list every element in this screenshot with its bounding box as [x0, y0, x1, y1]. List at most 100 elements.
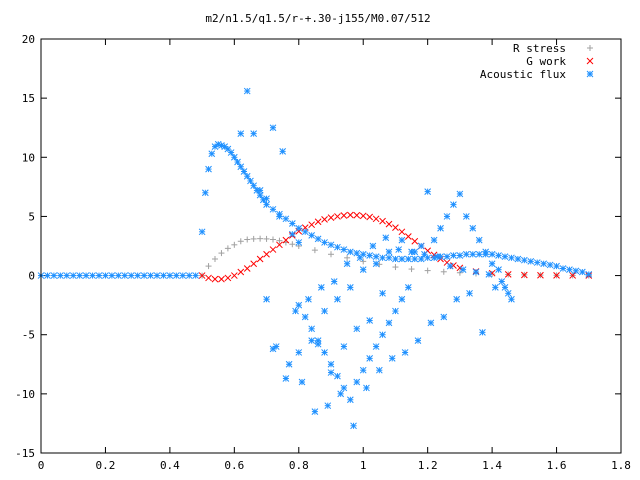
- data-point: [179, 272, 187, 279]
- data-point: [321, 239, 328, 246]
- data-point: [398, 295, 406, 303]
- data-point: [379, 289, 386, 297]
- data-point: [334, 372, 341, 380]
- data-point: [527, 258, 535, 265]
- data-point: [411, 237, 419, 245]
- data-point: [250, 130, 258, 137]
- data-point: [408, 266, 415, 273]
- data-point: [398, 228, 406, 236]
- data-point: [237, 268, 245, 276]
- data-point: [340, 246, 348, 253]
- y-tick-label: 15: [22, 92, 35, 105]
- data-point: [366, 252, 374, 259]
- data-point: [328, 251, 334, 258]
- data-point: [263, 250, 270, 258]
- data-point: [372, 260, 380, 268]
- x-tick-label: 1.2: [418, 459, 438, 472]
- data-point: [327, 241, 335, 249]
- x-tick-label: 1.6: [547, 459, 567, 472]
- data-point: [321, 216, 328, 223]
- data-point: [282, 215, 290, 223]
- y-tick-label: -5: [22, 329, 35, 342]
- data-point: [495, 252, 502, 259]
- data-point: [334, 213, 341, 220]
- data-point: [359, 212, 367, 220]
- data-point: [585, 271, 593, 278]
- data-point: [385, 319, 393, 327]
- data-point: [372, 343, 380, 350]
- data-point: [340, 343, 348, 350]
- data-point: [504, 289, 512, 297]
- data-point: [385, 220, 393, 228]
- data-point: [211, 275, 219, 283]
- data-point: [140, 272, 148, 279]
- data-point: [443, 213, 451, 220]
- data-point: [334, 243, 341, 251]
- data-point: [295, 301, 303, 309]
- data-point: [305, 295, 312, 303]
- data-point: [301, 313, 309, 321]
- data-point: [340, 212, 348, 219]
- data-point: [292, 307, 299, 315]
- data-point: [462, 250, 470, 258]
- data-point: [366, 213, 374, 221]
- data-point: [324, 402, 332, 410]
- data-point: [404, 284, 412, 291]
- data-point: [269, 124, 277, 132]
- data-point: [343, 260, 351, 268]
- data-point: [166, 272, 174, 279]
- legend-label: G work: [526, 55, 566, 68]
- data-point: [44, 272, 51, 279]
- data-point: [504, 271, 512, 278]
- data-point: [404, 255, 412, 263]
- data-point: [359, 366, 367, 374]
- x-tick-label: 0.8: [289, 459, 309, 472]
- axes: 0 0.2 0.4 0.6 0.8 1 1.2 1.4 1.6 1.8 -15 -10 -5 0 5 10 15…: [15, 33, 631, 472]
- data-point: [491, 284, 499, 291]
- data-point: [263, 201, 270, 208]
- data-point: [288, 230, 296, 238]
- data-point: [488, 260, 496, 268]
- data-point: [433, 253, 441, 260]
- data-point: [269, 246, 277, 253]
- data-point: [475, 236, 483, 244]
- series-g-work: [198, 211, 593, 283]
- data-point: [485, 271, 493, 278]
- data-point: [395, 246, 403, 253]
- data-point: [243, 87, 251, 95]
- data-point: [256, 187, 264, 194]
- data-point: [56, 272, 64, 279]
- data-point: [379, 217, 386, 225]
- data-point: [353, 211, 361, 219]
- data-point: [392, 264, 399, 271]
- data-point: [462, 213, 470, 220]
- data-point: [508, 295, 515, 303]
- data-point: [218, 275, 225, 283]
- data-point: [257, 235, 264, 242]
- data-point: [469, 250, 477, 258]
- data-point: [363, 384, 370, 392]
- data-point: [134, 272, 142, 279]
- data-point: [205, 165, 212, 173]
- data-point: [95, 272, 103, 279]
- data-point: [346, 248, 354, 256]
- data-point: [76, 272, 84, 279]
- data-point: [482, 248, 490, 256]
- data-point: [321, 307, 328, 315]
- data-point: [224, 145, 232, 153]
- data-point: [301, 228, 309, 236]
- data-point: [50, 272, 58, 279]
- data-point: [308, 221, 316, 229]
- data-point: [566, 266, 573, 274]
- data-point: [379, 331, 386, 339]
- data-point: [501, 284, 509, 291]
- data-point: [327, 369, 335, 376]
- data-point: [198, 272, 206, 279]
- data-point: [295, 224, 303, 232]
- data-point: [127, 272, 135, 279]
- data-point: [495, 266, 502, 274]
- data-point: [311, 408, 319, 415]
- data-point: [289, 241, 296, 248]
- data-point: [250, 260, 258, 268]
- data-point: [546, 261, 554, 269]
